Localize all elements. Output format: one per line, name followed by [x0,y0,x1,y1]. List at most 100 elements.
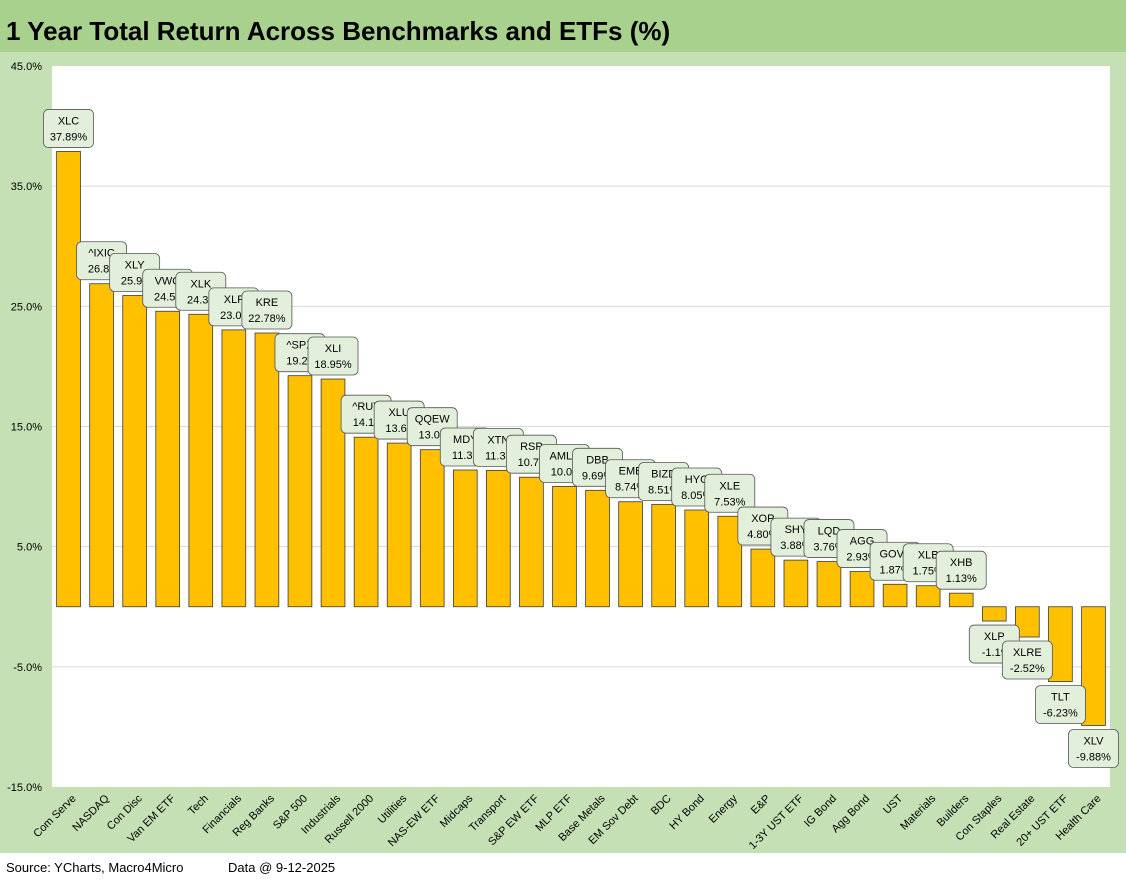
source-note: Source: YCharts, Macro4Micro [6,860,184,875]
bar-xhb [948,592,974,608]
data-label-ticker: XLB [918,550,939,562]
bar-hyg [684,509,710,608]
data-label-ticker: XLK [190,278,211,290]
bar-shy [783,559,809,608]
data-label-ticker: XLV [1083,735,1104,747]
data-label-value: 10.01 [551,466,579,478]
y-tick-label: 15.0% [11,422,42,434]
data-label-ticker: XHB [950,557,973,569]
data-labels: XLC 37.89% ^IXIC 26.88 XLY 25.90 VWO 24.59 XLK 24… [43,109,1119,768]
data-label-ticker: RSP [520,441,543,453]
data-label: TLT -6.23% [1035,685,1086,725]
data-label: XLC 37.89% [43,109,94,148]
bar-xlp [981,606,1007,622]
data-label-value: 24.34 [187,294,215,306]
y-tick-label: 35.0% [11,181,42,193]
y-axis-tick-labels: -15.0% -5.0% 5.0% 15.0% 25.0% 35.0% 45.0% [7,61,42,794]
bar-xly [122,295,147,608]
bar-rut [353,436,379,608]
y-tick-label: 25.0% [11,301,42,313]
bar-xli [320,378,346,608]
data-label-ticker: XLC [58,115,79,127]
data-label-value: 26.88 [88,264,116,276]
data-label-value: -9.88% [1076,751,1111,763]
bar-vwo [155,310,181,608]
data-label-value: 24.59 [154,291,182,303]
data-label-value: 11.35 [485,450,512,462]
bar-mdy [452,469,478,608]
data-label: KRE 22.78% [241,290,293,330]
data-label-ticker: ^RUT [352,401,380,413]
bar-qqew [419,449,445,608]
data-label-ticker: TLT [1051,692,1070,704]
data-label-value: 11.38 [452,450,479,462]
bar-spx [287,375,313,608]
data-label-ticker: EMB [619,466,643,478]
data-label-ticker: AMLP [549,450,579,462]
bars [56,151,1106,726]
y-tick-label: -5.0% [13,662,42,674]
bar-lqd [816,561,842,608]
bar-xtn [486,469,511,608]
bar-bizd [651,504,676,608]
bar-govt [882,583,908,608]
data-label-ticker: XLRE [1013,647,1042,659]
bar-amlp [552,486,577,608]
data-label-box [704,473,756,513]
y-tick-label: 45.0% [11,61,42,73]
data-label-ticker: QQEW [415,414,450,426]
data-label-ticker: XLF [224,294,244,306]
x-tick-label: Energy [707,792,740,825]
data-label-ticker: BIZD [651,468,676,480]
x-tick-label: Tech [186,793,211,818]
data-label-ticker: MDY [453,434,478,446]
data-label: XLI 18.95% [307,336,359,376]
bar-xlu [386,442,412,608]
data-label-value: 18.95% [314,359,352,371]
data-label-box [1035,685,1086,725]
bar-agg [849,571,875,608]
bar-ixic [89,283,114,608]
data-label-value: 37.89% [50,131,88,143]
x-tick-label: Materials [898,792,938,832]
bar-chart: -15.0% -5.0% 5.0% 15.0% 25.0% 35.0% 45.0% Com … [7,61,1119,852]
data-label-ticker: XLU [388,407,409,419]
data-label-value: 1.13% [946,573,977,585]
data-label-box [241,290,293,330]
data-label-ticker: XLE [719,480,740,492]
bar-xlre [1015,606,1040,638]
bar-xlc [56,151,81,608]
data-label: XLE 7.53% [704,473,756,513]
data-label: XHB 1.13% [935,550,987,590]
y-tick-label: 5.0% [17,542,42,554]
data-label-box [43,109,94,148]
x-tick-label: Com Serve [31,793,78,840]
bar-xlb [915,585,941,608]
x-tick-label: UST [881,792,905,816]
data-label-value: 14.11 [353,417,380,429]
data-label-value: 22.78% [248,313,286,325]
bar-xlf [221,329,247,608]
data-label-ticker: XLY [125,260,146,272]
x-tick-label: NASDAQ [70,792,112,834]
data-label-ticker: HYG [685,474,709,486]
bar-rsp [519,476,544,608]
data-label-ticker: KRE [256,297,279,309]
x-tick-label: E&P [749,793,773,817]
data-label-ticker: XOP [751,513,774,525]
data-label-box [1068,729,1119,768]
data-label-value: 19.23 [286,356,314,368]
data-label-value: 7.53% [714,496,745,508]
data-label-value: -2.52% [1010,663,1045,675]
x-tick-label: BDC [649,793,674,818]
bar-kre [254,332,280,608]
data-label-value: -6.23% [1043,708,1078,720]
data-label-value: -1.19 [982,647,1007,659]
data-label-ticker: ^IXIC [88,248,115,260]
footer: Source: YCharts, Macro4Micro Data @ 9-12… [0,853,1126,885]
data-label: XLY 25.90 [109,253,161,292]
bar-dbb [585,489,610,608]
data-label-box [1001,640,1053,680]
data-label-value: 23.04 [220,310,248,322]
